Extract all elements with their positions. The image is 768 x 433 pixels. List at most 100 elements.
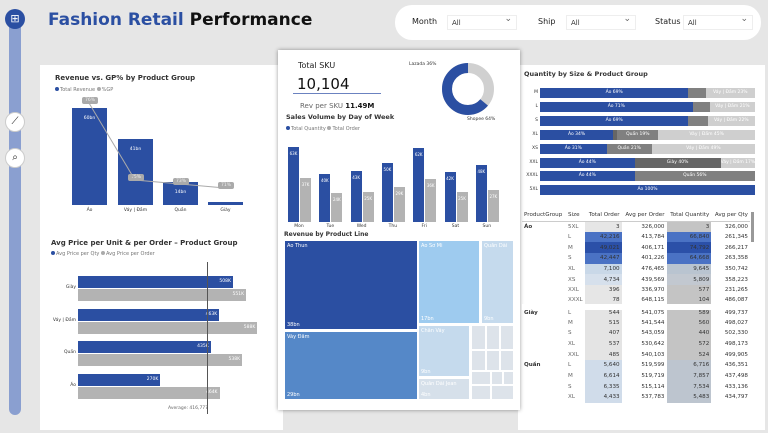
stacked-segment <box>688 88 706 98</box>
cell-name: Áo Thun <box>287 243 308 249</box>
filter-month-dropdown[interactable]: All ⌄ <box>447 14 517 30</box>
table-row: S 42,447 401,226 64,668 263,358 <box>522 253 750 264</box>
size-label: 5XL <box>529 187 538 193</box>
day-label: Thu <box>388 224 398 229</box>
table-cell: 530,642 <box>641 340 665 347</box>
column-header[interactable]: Avg per Order <box>621 209 667 222</box>
average-label: Average: 416,777 <box>168 406 209 411</box>
cell-value: 29bn <box>287 392 300 398</box>
filter-bar <box>395 5 761 40</box>
filter-status-dropdown[interactable]: All ⌄ <box>683 14 753 30</box>
stacked-segment: Váy | Đầm 49% <box>651 143 755 154</box>
stacked-segment <box>692 101 710 112</box>
table-cell: 64,668 <box>666 253 712 264</box>
filter-ship-dropdown[interactable]: All ⌄ <box>566 14 636 30</box>
table-cell: 407 <box>585 327 622 339</box>
dow-label: 42K <box>446 176 454 182</box>
dow-label: 40K <box>320 178 329 184</box>
treemap-cell[interactable]: Váy Đầm 29bn <box>284 331 418 400</box>
stacked-segment: Áo 100% <box>540 185 755 196</box>
column-header[interactable]: ProductGroup <box>522 209 567 222</box>
dow-label: 62K <box>414 152 423 158</box>
table-cell: XL <box>568 266 575 273</box>
table-cell: 434,797 <box>724 394 748 401</box>
column-header[interactable]: Total Order <box>585 209 622 222</box>
column-header[interactable]: Total Quantity <box>666 209 712 222</box>
revenue-bar <box>163 182 198 205</box>
cell-name: Váy Đầm <box>287 334 310 340</box>
treemap-cell-small[interactable] <box>471 350 486 371</box>
treemap-cell-small[interactable] <box>500 350 514 371</box>
table-cell: 437,498 <box>724 372 748 379</box>
stacked-segment: Váy | Đầm 23% <box>705 88 755 98</box>
table-row: Quần L 5,640 519,599 6,716 436,351 <box>522 359 750 371</box>
size-label: XXL <box>529 159 538 165</box>
rev-per-sku: Rev per SKU 11.49M <box>300 102 375 110</box>
table-row: S 407 543,059 440 502,330 <box>522 327 750 339</box>
table-cell: L <box>568 310 572 317</box>
page-title: Fashion Retail Performance <box>48 10 313 30</box>
treemap-cell-small[interactable] <box>471 371 491 385</box>
table-cell: 577 <box>666 285 712 296</box>
treemap-cell-small[interactable] <box>471 325 486 350</box>
treemap-cell-small[interactable] <box>491 371 503 385</box>
avg-label: 435K <box>197 344 209 349</box>
treemap-cell[interactable]: Chân Váy 9bn <box>418 325 470 377</box>
treemap-cell-small[interactable] <box>471 385 491 400</box>
table-cell: 231,265 <box>724 287 748 294</box>
table-row: S 6,335 515,114 7,534 433,136 <box>522 381 750 392</box>
search-chart-icon[interactable]: ⌕ <box>5 148 25 168</box>
table-cell: 560 <box>666 317 712 328</box>
table-row: M 6,614 519,719 7,857 437,498 <box>522 370 750 382</box>
table-cell: 515,114 <box>641 383 665 390</box>
table-cell: 3 <box>666 221 712 232</box>
stacked-segment: Áo 34% <box>540 129 614 140</box>
size-label: XXXL <box>526 173 538 179</box>
table-scrollbar[interactable] <box>751 212 754 242</box>
cell-name: Áo Sơ Mi <box>421 243 443 249</box>
avg-price-title: Avg Price per Unit & per Order – Product… <box>51 239 238 247</box>
chevron-down-icon: ⌄ <box>623 14 631 24</box>
table-cell: 4,433 <box>585 392 622 403</box>
treemap-cell[interactable]: Áo Thun 38bn <box>284 240 418 330</box>
dow-bar <box>288 147 299 222</box>
table-row: XXL 485 540,103 524 499,905 <box>522 349 750 360</box>
table-cell: 499,737 <box>724 310 748 317</box>
table-cell: 476,465 <box>641 266 665 273</box>
treemap-cell-small[interactable] <box>503 371 514 385</box>
home-grid-icon[interactable]: ⊞ <box>5 9 25 29</box>
table-cell <box>522 339 566 350</box>
column-header[interactable]: Size <box>566 209 586 222</box>
treemap-cell[interactable]: Áo Sơ Mi 17bn <box>418 240 480 324</box>
dow-bar <box>319 174 331 222</box>
table-cell: 263,358 <box>724 255 748 262</box>
right-panel <box>518 65 765 430</box>
channel-donut <box>442 63 494 115</box>
table-cell: S <box>568 255 572 262</box>
cell-name: Quần Dài <box>484 243 508 249</box>
avg-label: 270K <box>146 377 159 382</box>
dow-label: 48K <box>477 168 486 174</box>
average-line <box>207 262 208 414</box>
treemap-cell-small[interactable] <box>500 325 514 350</box>
column-header[interactable]: Avg per Qty <box>711 209 750 222</box>
treemap-cell-small[interactable] <box>491 385 514 400</box>
revenue-label: 60bn <box>83 116 96 121</box>
treemap-cell-small[interactable] <box>486 350 500 371</box>
table-cell: XXL <box>568 287 579 294</box>
stacked-segment: Váy | Đầm 17% <box>720 157 755 168</box>
stacked-segment: Váy | Đầm 21% <box>709 101 755 112</box>
table-cell: 6,716 <box>666 359 712 371</box>
cell-value: 17bn <box>421 316 434 322</box>
stacked-segment: Áo 31% <box>540 143 607 154</box>
treemap-cell-small[interactable] <box>486 325 500 350</box>
table-cell: 498,173 <box>724 340 748 347</box>
trend-line-icon[interactable]: ⟋ <box>5 112 25 132</box>
table-cell: 502,330 <box>724 330 748 337</box>
treemap-cell[interactable]: Quần Dài Jean 4bn <box>418 378 470 400</box>
treemap-cell[interactable]: Quần Dài 9bn <box>481 240 514 324</box>
table-cell: 515 <box>585 317 622 328</box>
total-sku-label: Total SKU <box>298 61 336 70</box>
size-table: ProductGroup Size Total Order Avg per Order… <box>522 209 750 403</box>
